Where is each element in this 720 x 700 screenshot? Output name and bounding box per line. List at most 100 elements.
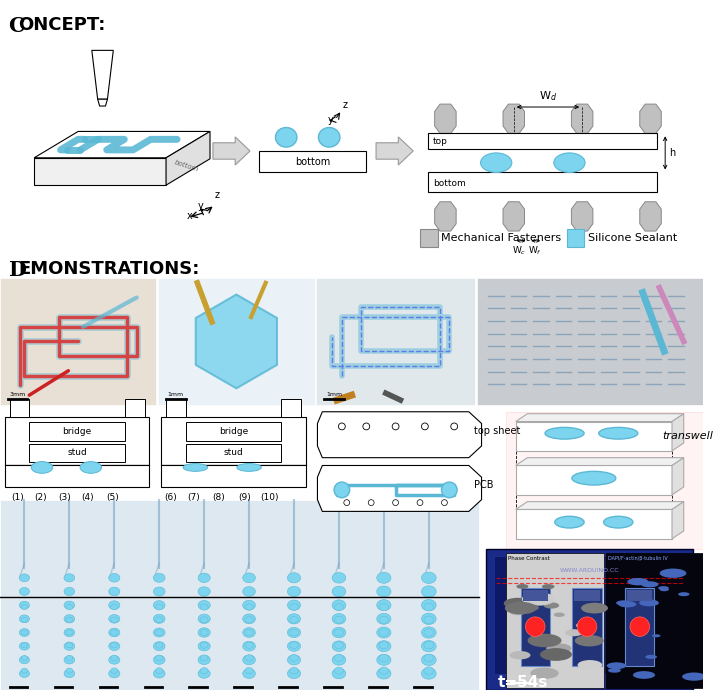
Ellipse shape (64, 656, 75, 664)
Text: PCB: PCB (474, 480, 493, 490)
Polygon shape (435, 104, 456, 134)
Bar (5, 466, 150, 487)
Ellipse shape (545, 428, 584, 439)
Ellipse shape (19, 587, 30, 596)
Text: (10): (10) (261, 493, 279, 502)
Ellipse shape (581, 603, 608, 613)
Circle shape (417, 500, 423, 505)
Ellipse shape (64, 642, 75, 650)
Ellipse shape (332, 668, 346, 679)
Ellipse shape (156, 617, 163, 623)
Ellipse shape (421, 654, 436, 666)
Ellipse shape (153, 628, 165, 637)
Text: y: y (197, 201, 203, 211)
Ellipse shape (111, 604, 118, 610)
Text: 1mm: 1mm (326, 392, 342, 397)
Ellipse shape (645, 654, 657, 659)
Bar (10, 399, 30, 416)
Ellipse shape (608, 668, 621, 673)
Ellipse shape (424, 603, 433, 611)
Ellipse shape (22, 668, 27, 673)
Ellipse shape (546, 643, 572, 653)
Polygon shape (672, 502, 684, 539)
Ellipse shape (379, 603, 389, 610)
Bar (30, 444, 125, 461)
Ellipse shape (287, 600, 301, 610)
Circle shape (363, 423, 369, 430)
Ellipse shape (421, 640, 436, 652)
Ellipse shape (64, 615, 75, 623)
Ellipse shape (287, 614, 301, 624)
Bar (317, 278, 474, 405)
Ellipse shape (111, 630, 118, 635)
Ellipse shape (334, 616, 343, 623)
Ellipse shape (639, 599, 659, 606)
Text: t=54s: t=54s (498, 676, 549, 690)
Circle shape (338, 423, 346, 430)
Ellipse shape (80, 461, 102, 473)
Text: stud: stud (224, 448, 243, 457)
Ellipse shape (505, 602, 536, 615)
Bar (572, 587, 602, 666)
Ellipse shape (332, 627, 346, 638)
Ellipse shape (334, 654, 343, 661)
Ellipse shape (510, 609, 526, 615)
Text: Mechanical Fasteners: Mechanical Fasteners (441, 233, 562, 243)
Bar (420, 229, 438, 246)
Text: D: D (8, 260, 26, 281)
Polygon shape (672, 414, 684, 451)
Text: W$_c$: W$_c$ (513, 245, 527, 257)
Circle shape (392, 500, 398, 505)
Text: Phase Contrast: Phase Contrast (508, 556, 549, 561)
Ellipse shape (198, 655, 210, 664)
Circle shape (451, 423, 458, 430)
Ellipse shape (64, 669, 75, 678)
Bar (161, 466, 306, 487)
Ellipse shape (607, 662, 626, 669)
Polygon shape (166, 132, 210, 186)
Text: EMONSTRATIONS:: EMONSTRATIONS: (19, 260, 200, 279)
Ellipse shape (318, 127, 340, 147)
Text: Silicone Sealant: Silicone Sealant (588, 233, 678, 243)
Text: bottom: bottom (433, 178, 465, 188)
Ellipse shape (554, 153, 585, 172)
Ellipse shape (641, 581, 659, 587)
Ellipse shape (287, 654, 301, 665)
Ellipse shape (66, 643, 73, 648)
Ellipse shape (531, 668, 559, 679)
Circle shape (630, 617, 649, 636)
Ellipse shape (183, 463, 207, 471)
Ellipse shape (109, 642, 120, 650)
Ellipse shape (421, 586, 436, 597)
Ellipse shape (332, 614, 346, 624)
Ellipse shape (19, 670, 30, 678)
Ellipse shape (243, 641, 256, 651)
Ellipse shape (109, 615, 120, 623)
Ellipse shape (334, 629, 343, 636)
Ellipse shape (379, 629, 389, 636)
Ellipse shape (424, 641, 433, 649)
Ellipse shape (332, 573, 346, 583)
Ellipse shape (156, 604, 163, 610)
Ellipse shape (64, 587, 75, 596)
Ellipse shape (332, 586, 346, 597)
Ellipse shape (156, 629, 163, 636)
Text: y: y (327, 115, 333, 125)
Bar (428, 134, 657, 149)
Ellipse shape (565, 629, 582, 636)
Circle shape (526, 617, 545, 636)
Ellipse shape (153, 587, 165, 596)
Ellipse shape (332, 600, 346, 610)
Ellipse shape (276, 127, 297, 147)
Ellipse shape (510, 651, 531, 659)
Text: top sheet: top sheet (474, 426, 520, 436)
Ellipse shape (243, 628, 256, 638)
Ellipse shape (332, 641, 346, 652)
Ellipse shape (22, 643, 27, 648)
Ellipse shape (198, 573, 210, 582)
Bar (317, 278, 474, 405)
Ellipse shape (377, 573, 391, 583)
Ellipse shape (421, 599, 436, 611)
Ellipse shape (64, 601, 75, 609)
Text: (1): (1) (12, 493, 24, 502)
